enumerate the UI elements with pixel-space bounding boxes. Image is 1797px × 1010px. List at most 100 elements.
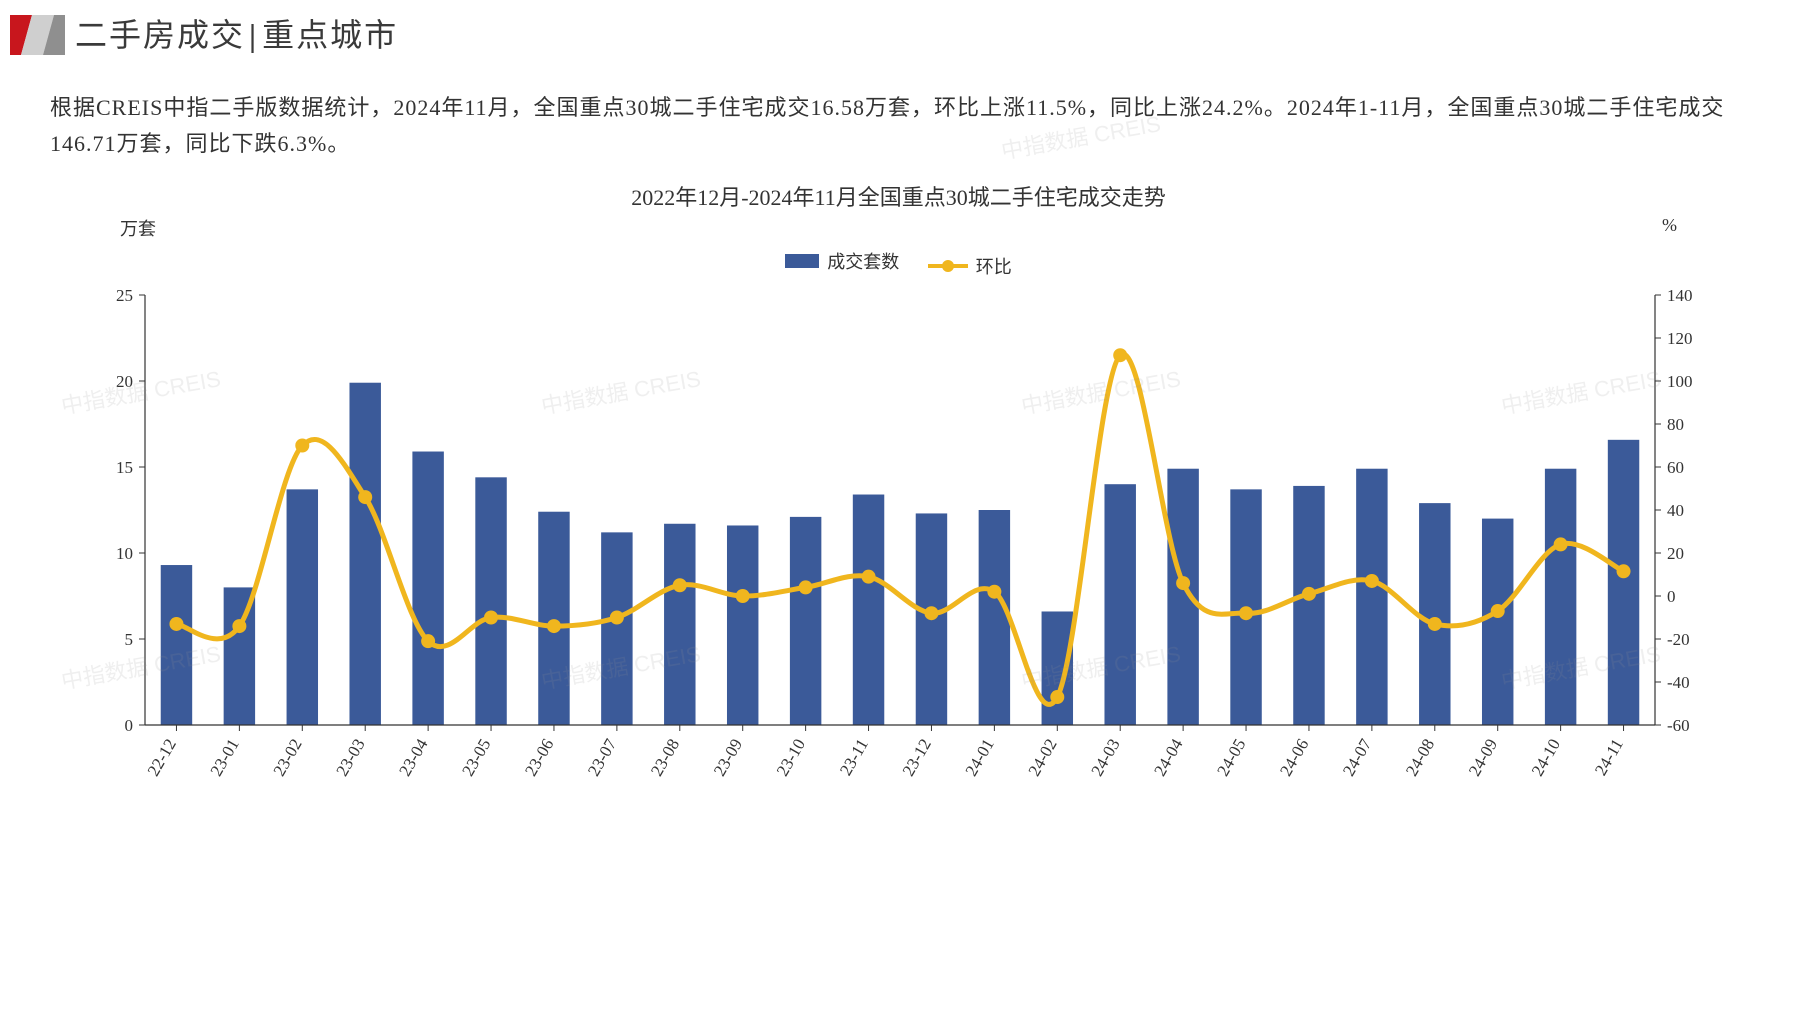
svg-text:-60: -60 bbox=[1667, 716, 1690, 735]
line-marker bbox=[232, 619, 246, 633]
svg-text:15: 15 bbox=[116, 458, 133, 477]
svg-text:120: 120 bbox=[1667, 329, 1693, 348]
svg-text:23-09: 23-09 bbox=[710, 736, 746, 780]
line-marker bbox=[169, 617, 183, 631]
svg-text:0: 0 bbox=[125, 716, 134, 735]
svg-text:40: 40 bbox=[1667, 501, 1684, 520]
svg-text:23-12: 23-12 bbox=[899, 736, 935, 780]
line-marker bbox=[1302, 587, 1316, 601]
line-marker bbox=[1428, 617, 1442, 631]
svg-text:23-03: 23-03 bbox=[332, 736, 368, 780]
line-marker bbox=[358, 490, 372, 504]
y-left-unit: 万套 bbox=[120, 215, 156, 241]
svg-text:140: 140 bbox=[1667, 286, 1693, 305]
svg-text:24-04: 24-04 bbox=[1150, 735, 1187, 779]
svg-text:23-04: 23-04 bbox=[395, 735, 432, 779]
line-marker bbox=[1365, 574, 1379, 588]
title-right: 重点城市 bbox=[262, 17, 398, 53]
line-marker bbox=[924, 606, 938, 620]
svg-text:23-10: 23-10 bbox=[773, 736, 809, 780]
svg-text:24-11: 24-11 bbox=[1591, 736, 1627, 779]
line-marker bbox=[1113, 348, 1127, 362]
svg-text:24-07: 24-07 bbox=[1339, 735, 1376, 779]
line-marker bbox=[421, 634, 435, 648]
svg-text:-20: -20 bbox=[1667, 630, 1690, 649]
bar bbox=[475, 477, 506, 725]
line-marker bbox=[484, 611, 498, 625]
bar bbox=[1608, 440, 1639, 725]
title-left: 二手房成交 bbox=[75, 17, 245, 53]
svg-text:23-01: 23-01 bbox=[207, 736, 243, 780]
svg-text:-40: -40 bbox=[1667, 673, 1690, 692]
page-header: 二手房成交|重点城市 bbox=[0, 0, 1797, 75]
chart-legend: 成交套数 环比 bbox=[0, 248, 1797, 279]
svg-text:24-02: 24-02 bbox=[1024, 736, 1060, 780]
svg-text:0: 0 bbox=[1667, 587, 1676, 606]
svg-text:23-08: 23-08 bbox=[647, 736, 683, 780]
chart-title: 2022年12月-2024年11月全国重点30城二手住宅成交走势 bbox=[0, 180, 1797, 212]
svg-text:23-05: 23-05 bbox=[458, 736, 494, 780]
bar bbox=[161, 565, 192, 725]
line-marker bbox=[1050, 690, 1064, 704]
svg-text:24-10: 24-10 bbox=[1528, 736, 1564, 780]
svg-text:24-09: 24-09 bbox=[1465, 736, 1501, 780]
line-marker bbox=[1176, 576, 1190, 590]
svg-text:20: 20 bbox=[116, 372, 133, 391]
line-marker bbox=[736, 589, 750, 603]
line-marker bbox=[295, 439, 309, 453]
line-marker bbox=[1554, 537, 1568, 551]
line-marker bbox=[1491, 604, 1505, 618]
bar bbox=[664, 524, 695, 725]
legend-swatch-line bbox=[928, 264, 968, 268]
svg-text:23-02: 23-02 bbox=[269, 736, 305, 780]
bar bbox=[790, 517, 821, 725]
svg-text:23-06: 23-06 bbox=[521, 736, 557, 780]
bar bbox=[601, 532, 632, 725]
svg-text:23-11: 23-11 bbox=[836, 736, 872, 779]
line-marker bbox=[610, 611, 624, 625]
bar bbox=[1545, 469, 1576, 725]
svg-text:5: 5 bbox=[125, 630, 134, 649]
svg-text:24-06: 24-06 bbox=[1276, 736, 1312, 780]
line-marker bbox=[547, 619, 561, 633]
bar bbox=[287, 489, 318, 725]
bar bbox=[727, 525, 758, 725]
svg-text:24-05: 24-05 bbox=[1213, 736, 1249, 780]
svg-text:10: 10 bbox=[116, 544, 133, 563]
line-marker bbox=[673, 578, 687, 592]
logo-icon bbox=[10, 15, 65, 55]
bar bbox=[538, 512, 569, 725]
svg-text:60: 60 bbox=[1667, 458, 1684, 477]
page-title: 二手房成交|重点城市 bbox=[75, 10, 398, 56]
legend-item-line: 环比 bbox=[928, 253, 1012, 279]
bar bbox=[1104, 484, 1135, 725]
line-marker bbox=[799, 580, 813, 594]
line-series bbox=[176, 354, 1623, 704]
svg-text:20: 20 bbox=[1667, 544, 1684, 563]
legend-item-bar: 成交套数 bbox=[785, 248, 899, 274]
line-marker bbox=[987, 585, 1001, 599]
svg-text:23-07: 23-07 bbox=[584, 735, 621, 779]
bar bbox=[979, 510, 1010, 725]
line-marker bbox=[1617, 564, 1631, 578]
svg-text:22-12: 22-12 bbox=[144, 736, 180, 780]
bar bbox=[1482, 519, 1513, 725]
line-marker bbox=[862, 570, 876, 584]
line-marker bbox=[1239, 606, 1253, 620]
svg-text:25: 25 bbox=[116, 286, 133, 305]
title-sep: | bbox=[245, 17, 262, 53]
svg-text:24-08: 24-08 bbox=[1402, 736, 1438, 780]
svg-text:24-03: 24-03 bbox=[1087, 736, 1123, 780]
bar bbox=[1293, 486, 1324, 725]
y-right-unit: % bbox=[1662, 215, 1677, 236]
bar bbox=[1356, 469, 1387, 725]
legend-label-line: 环比 bbox=[976, 253, 1012, 279]
legend-swatch-bar bbox=[785, 254, 819, 268]
summary-text: 根据CREIS中指二手版数据统计，2024年11月，全国重点30城二手住宅成交1… bbox=[50, 90, 1750, 162]
svg-text:24-01: 24-01 bbox=[962, 736, 998, 780]
bar bbox=[349, 383, 380, 725]
bar bbox=[1419, 503, 1450, 725]
bar bbox=[853, 495, 884, 725]
legend-label-bar: 成交套数 bbox=[827, 248, 899, 274]
chart-plot: 0510152025-60-40-2002040608010012014022-… bbox=[90, 285, 1710, 845]
